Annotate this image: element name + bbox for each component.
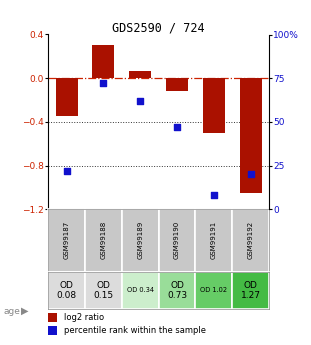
Text: OD
0.73: OD 0.73 (167, 280, 187, 300)
Bar (166, 78, 188, 91)
Bar (92, 46, 114, 78)
Bar (203, 78, 225, 133)
Bar (85, 209, 122, 272)
Bar (48, 326, 57, 335)
Text: GSM99188: GSM99188 (100, 221, 106, 259)
Text: OD
1.27: OD 1.27 (241, 280, 261, 300)
Text: OD
0.15: OD 0.15 (93, 280, 114, 300)
Bar (122, 272, 159, 309)
Point (248, 171, 253, 177)
Bar (232, 209, 269, 272)
Bar (195, 272, 232, 309)
Bar (159, 209, 195, 272)
Point (101, 81, 106, 86)
Bar (195, 209, 232, 272)
Bar (85, 272, 122, 309)
Bar (48, 313, 57, 322)
Bar (48, 209, 85, 272)
Text: age: age (3, 307, 20, 316)
Text: percentile rank within the sample: percentile rank within the sample (64, 326, 206, 335)
Text: OD 1.02: OD 1.02 (200, 287, 227, 293)
Title: GDS2590 / 724: GDS2590 / 724 (112, 21, 205, 34)
Text: ▶: ▶ (21, 306, 29, 316)
Bar (232, 272, 269, 309)
Text: log2 ratio: log2 ratio (64, 313, 104, 322)
Text: GSM99191: GSM99191 (211, 221, 217, 259)
Text: OD 0.34: OD 0.34 (127, 287, 154, 293)
Text: OD
0.08: OD 0.08 (57, 280, 77, 300)
Text: GSM99189: GSM99189 (137, 221, 143, 259)
Bar (48, 272, 85, 309)
Point (138, 98, 143, 104)
Bar (239, 78, 262, 193)
Point (211, 193, 216, 198)
Bar (56, 78, 78, 116)
Text: GSM99187: GSM99187 (64, 221, 70, 259)
Text: GSM99190: GSM99190 (174, 221, 180, 259)
Text: GSM99192: GSM99192 (248, 221, 253, 259)
Bar (159, 272, 195, 309)
Point (174, 124, 179, 130)
Bar (122, 209, 159, 272)
Bar (129, 70, 151, 78)
Point (64, 168, 69, 174)
